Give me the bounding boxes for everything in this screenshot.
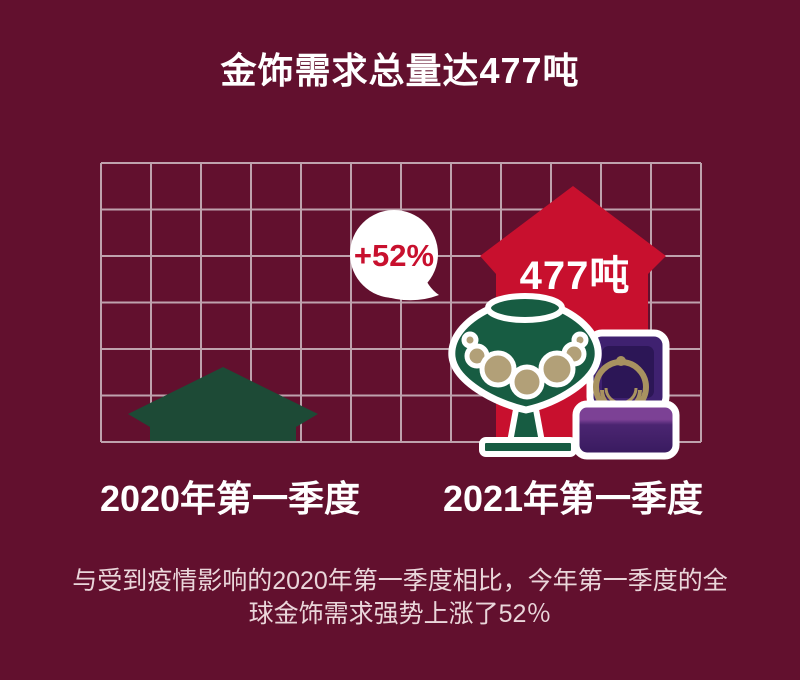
value-label-2021: 477吨 (519, 254, 631, 298)
gold-beads-icon (461, 331, 589, 400)
footnote-line-2: 球金饰需求强势上涨了52％ (248, 600, 552, 628)
change-percent-label: +52% (353, 238, 435, 273)
footnote: 与受到疫情影响的2020年第一季度相比，今年第一季度的全 球金饰需求强势上涨了5… (30, 565, 770, 631)
necklace-display-icon (448, 293, 602, 457)
speech-bubble-icon (350, 210, 439, 301)
category-label-2020: 2020年第一季度 (99, 478, 361, 519)
page-title: 金饰需求总量达477吨 (220, 50, 580, 91)
category-label-2021: 2021年第一季度 (442, 478, 704, 519)
footnote-line-1: 与受到疫情影响的2020年第一季度相比，今年第一季度的全 (72, 567, 728, 595)
up-arrow-small-icon (128, 367, 318, 441)
